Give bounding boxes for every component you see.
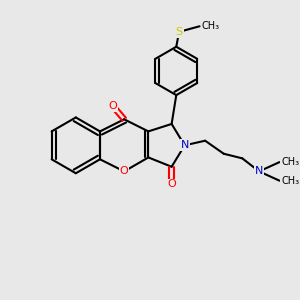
Text: O: O [120,167,129,176]
Text: N: N [181,140,189,150]
Text: CH₃: CH₃ [201,21,220,31]
Text: N: N [255,167,263,176]
Text: O: O [167,179,176,189]
Text: CH₃: CH₃ [281,157,299,167]
Text: O: O [109,101,117,111]
Text: CH₃: CH₃ [281,176,299,186]
Text: S: S [176,27,183,37]
